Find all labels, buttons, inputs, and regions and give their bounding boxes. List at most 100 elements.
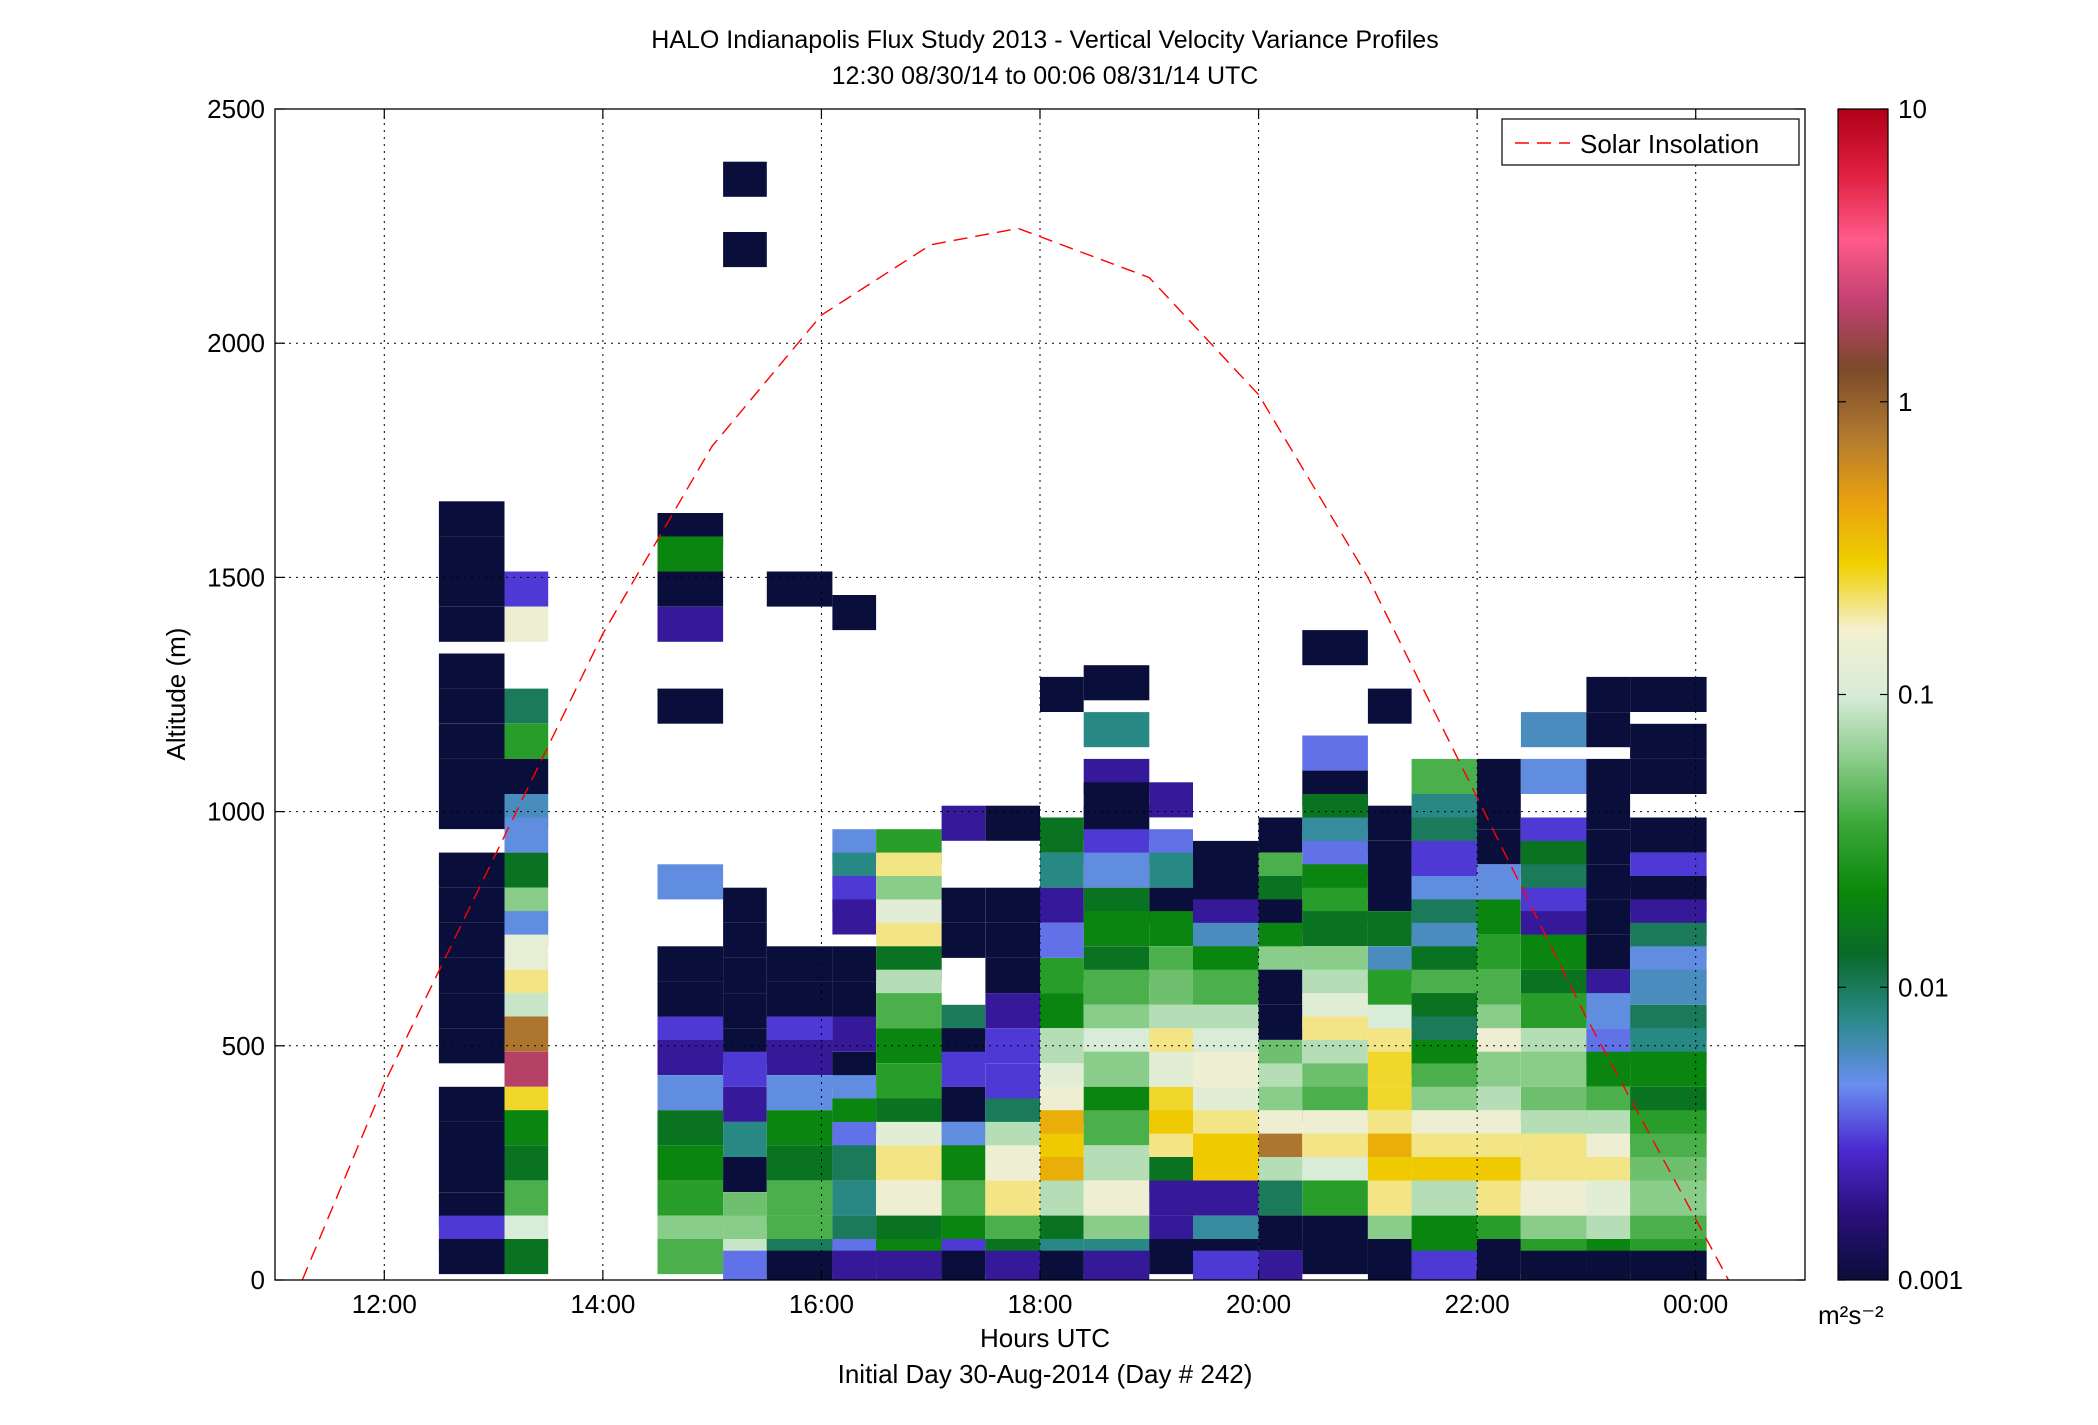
heatmap-cell <box>1477 1051 1521 1087</box>
heatmap-cell <box>1083 969 1150 1005</box>
heatmap-cell <box>438 958 505 994</box>
heatmap-cell <box>876 1250 942 1280</box>
y-tick-label: 1000 <box>207 797 265 827</box>
heatmap-cell <box>985 922 1040 958</box>
heatmap-cell <box>438 922 505 958</box>
heatmap-cell <box>723 1086 767 1122</box>
heatmap-cell <box>1040 958 1084 994</box>
heatmap-cell <box>657 688 724 724</box>
heatmap-cell <box>723 922 767 958</box>
heatmap-cell <box>985 993 1040 1029</box>
heatmap-cell <box>1520 1051 1587 1087</box>
heatmap-cell <box>723 1250 767 1280</box>
heatmap-cell <box>657 1180 724 1216</box>
heatmap-cell <box>1520 712 1587 748</box>
legend-box <box>1501 118 1800 166</box>
heatmap-cell <box>1149 969 1193 1005</box>
heatmap-cell <box>876 1028 942 1064</box>
heatmap-cell <box>941 805 986 841</box>
heatmap-cell <box>1258 969 1303 1005</box>
colorbar-tick-label: 10 <box>1898 94 1927 124</box>
heatmap-cell <box>1477 864 1521 900</box>
heatmap-cell <box>723 161 767 197</box>
heatmap-cell <box>438 1086 505 1122</box>
heatmap-cell <box>1302 911 1368 947</box>
heatmap-cell <box>1520 1180 1587 1216</box>
heatmap-cell <box>438 993 505 1029</box>
heatmap-cell <box>832 981 877 1017</box>
heatmap-cell <box>1367 911 1412 947</box>
heatmap-cell <box>438 688 505 724</box>
chart-title: HALO Indianapolis Flux Study 2013 - Vert… <box>651 26 1438 54</box>
chart-subtitle: 12:30 08/30/14 to 00:06 08/31/14 UTC <box>832 62 1259 90</box>
heatmap-cell <box>504 1180 549 1216</box>
heatmap-cell <box>1586 712 1631 748</box>
heatmap-cell <box>1149 1180 1193 1216</box>
heatmap-cell <box>941 1180 986 1216</box>
heatmap-cell <box>1083 712 1150 748</box>
heatmap-cell <box>832 899 877 935</box>
x-tick-label: 20:00 <box>1226 1289 1291 1319</box>
heatmap-cell <box>438 1121 505 1157</box>
heatmap-cell <box>438 758 505 794</box>
heatmap-cell <box>1630 969 1707 1005</box>
heatmap-cell <box>876 1145 942 1181</box>
heatmap-cell <box>766 946 833 982</box>
heatmap-cell <box>876 1063 942 1099</box>
heatmap-cell <box>723 1121 767 1157</box>
heatmap-cell <box>941 1086 986 1122</box>
heatmap-cell <box>504 852 549 888</box>
heatmap-cell <box>1367 876 1412 912</box>
heatmap-cell <box>1149 911 1193 947</box>
heatmap-cell <box>941 1250 986 1280</box>
heatmap-cell <box>438 1157 505 1193</box>
heatmap-cell <box>1586 676 1631 712</box>
colorbar: 0.001 0.01 0.1 1 10 m²s⁻² <box>1818 94 1963 1330</box>
plot-area: 12:00 14:00 16:00 18:00 20:00 22:00 00:00 0 500… <box>207 94 1806 1319</box>
heatmap-cell <box>504 606 549 642</box>
heatmap-cell <box>1367 1051 1412 1087</box>
heatmap-cell <box>1193 1180 1259 1216</box>
heatmap-cell <box>1083 1145 1150 1181</box>
heatmap-cell <box>1040 1180 1084 1216</box>
heatmap-cell <box>832 1250 877 1280</box>
x-tick-label: 22:00 <box>1445 1289 1510 1319</box>
heatmap-cell <box>1040 852 1084 888</box>
heatmap-cell <box>1040 817 1084 853</box>
heatmap-cell <box>1149 782 1193 818</box>
heatmap-cell <box>504 571 549 607</box>
heatmap-cell <box>657 1075 724 1111</box>
x-tick-label: 18:00 <box>1007 1289 1072 1319</box>
heatmap-cell <box>832 1180 877 1216</box>
heatmap-cell <box>504 758 549 794</box>
heatmap-cell <box>1411 1180 1478 1216</box>
heatmap-cell <box>504 723 549 759</box>
heatmap-cell <box>1083 1110 1150 1146</box>
heatmap-cell <box>1149 852 1193 888</box>
y-tick-label: 500 <box>222 1031 265 1061</box>
y-axis-ticks: 0 500 1000 1500 2000 2500 <box>207 94 1805 1295</box>
heatmap-cell <box>1477 758 1521 794</box>
heatmap-cell <box>832 1145 877 1181</box>
heatmap-cell <box>1193 1250 1259 1280</box>
heatmap-cell <box>1040 993 1084 1029</box>
colorbar-tick-label: 0.01 <box>1898 972 1949 1002</box>
heatmap-cell <box>941 1051 986 1087</box>
heatmap-cell <box>766 1110 833 1146</box>
heatmap-cell <box>657 536 724 572</box>
heatmap-cell <box>1367 1250 1412 1280</box>
heatmap-cell <box>1367 840 1412 876</box>
heatmap-cell <box>876 1180 942 1216</box>
heatmap-cell <box>438 571 505 607</box>
heatmap-cell <box>1302 1239 1368 1275</box>
heatmap-cell <box>1083 911 1150 947</box>
heatmap-cell <box>438 653 505 689</box>
heatmap-cell <box>1520 1250 1587 1280</box>
heatmap-cell <box>1630 1250 1707 1280</box>
heatmap-cell <box>438 852 505 888</box>
y-tick-label: 0 <box>251 1265 265 1295</box>
colorbar-tick-label: 0.1 <box>1898 680 1934 710</box>
y-tick-label: 2500 <box>207 94 265 124</box>
colorbar-tick-label: 0.001 <box>1898 1265 1963 1295</box>
